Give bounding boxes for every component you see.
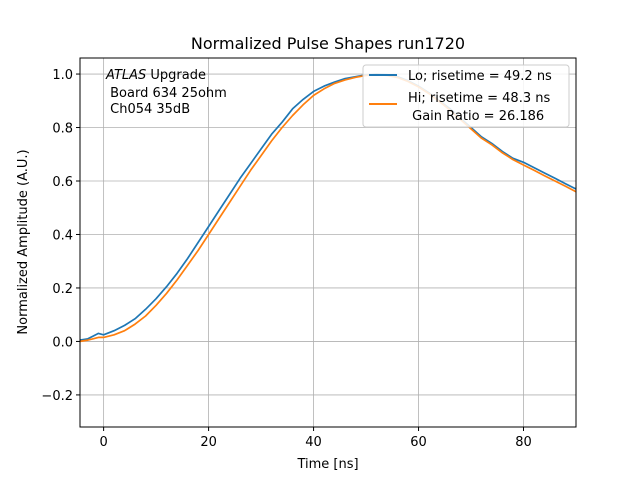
annotation-atlas: ATLAS: [105, 68, 146, 83]
y-tick-label: 0.6: [52, 175, 73, 190]
y-tick-label: −0.2: [41, 389, 73, 404]
y-axis-label: Normalized Amplitude (A.U.): [16, 149, 31, 334]
x-axis-ticks: 0 20 40 60 80: [99, 427, 532, 450]
series-line-lo: [79, 73, 577, 341]
run-annotation: ATLAS Upgrade Board 634 25ohm Ch054 35dB: [105, 68, 227, 117]
y-axis-ticks: −0.2 0.0 0.2 0.4 0.6 0.8 1.0: [41, 68, 80, 404]
x-tick-label: 0: [99, 435, 107, 450]
series-lines: [79, 73, 577, 343]
annotation-line-2: Board 634 25ohm: [106, 86, 227, 101]
legend-label-hi: Hi; risetime = 48.3 ns: [408, 91, 550, 106]
annotation-line-3: Ch054 35dB: [106, 102, 190, 117]
legend-label-hi-gain: Gain Ratio = 26.186: [408, 109, 544, 124]
x-tick-label: 20: [200, 435, 217, 450]
legend-box: [362, 64, 570, 128]
x-tick-label: 40: [305, 435, 322, 450]
plot-frame: [79, 57, 577, 428]
y-tick-label: 0.2: [52, 282, 73, 297]
y-tick-label: 0.0: [52, 335, 73, 350]
legend: Lo; risetime = 49.2 ns Hi; risetime = 48…: [362, 64, 570, 128]
series-line-hi: [79, 73, 577, 343]
y-tick-label: 0.4: [52, 228, 73, 243]
annotation-line-1: ATLAS Upgrade: [105, 68, 206, 83]
y-tick-label: 1.0: [52, 68, 73, 83]
x-tick-label: 80: [515, 435, 532, 450]
x-tick-label: 60: [410, 435, 427, 450]
grid: [80, 58, 576, 427]
chart-title: Normalized Pulse Shapes run1720: [191, 34, 465, 53]
legend-label-lo: Lo; risetime = 49.2 ns: [408, 69, 552, 84]
y-tick-label: 0.8: [52, 122, 73, 137]
x-axis-label: Time [ns]: [296, 457, 358, 472]
annotation-upgrade: Upgrade: [146, 68, 206, 83]
